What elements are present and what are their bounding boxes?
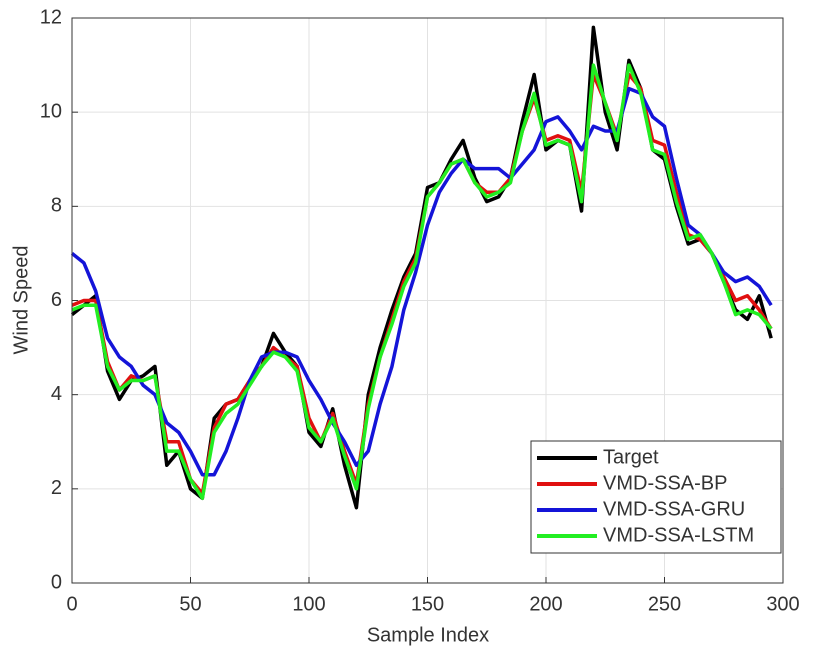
plot-frame xyxy=(71,17,784,584)
data-line xyxy=(71,63,773,500)
y-tick-label: 6 xyxy=(51,289,62,311)
x-tick-label: 100 xyxy=(292,593,325,615)
x-axis-label: Sample Index xyxy=(367,624,489,646)
y-tick-label: 8 xyxy=(51,195,62,217)
y-tick-label: 12 xyxy=(40,6,62,28)
x-tick-label: 250 xyxy=(648,593,681,615)
x-tick-label: 150 xyxy=(411,593,444,615)
legend-label: VMD-SSA-BP xyxy=(603,472,727,494)
y-tick-label: 4 xyxy=(51,383,62,405)
legend: Target VMD-SSA-BP VMD-SSA-GRU VMD-SSA-LSTM xyxy=(530,440,782,554)
y-axis-label: Wind Speed xyxy=(10,246,32,355)
y-tick-label: 10 xyxy=(40,100,62,122)
data-line xyxy=(70,25,773,510)
x-tick-label: 200 xyxy=(529,593,562,615)
y-tick-label: 0 xyxy=(51,571,62,593)
x-tick-label: 0 xyxy=(66,593,77,615)
data-line xyxy=(70,86,773,477)
x-tick-label: 300 xyxy=(766,593,799,615)
x-tick-label: 50 xyxy=(179,593,201,615)
legend-label: VMD-SSA-GRU xyxy=(603,498,745,520)
legend-label: VMD-SSA-LSTM xyxy=(603,524,754,546)
y-tick-label: 2 xyxy=(51,477,62,499)
legend-label: Target xyxy=(603,446,659,468)
